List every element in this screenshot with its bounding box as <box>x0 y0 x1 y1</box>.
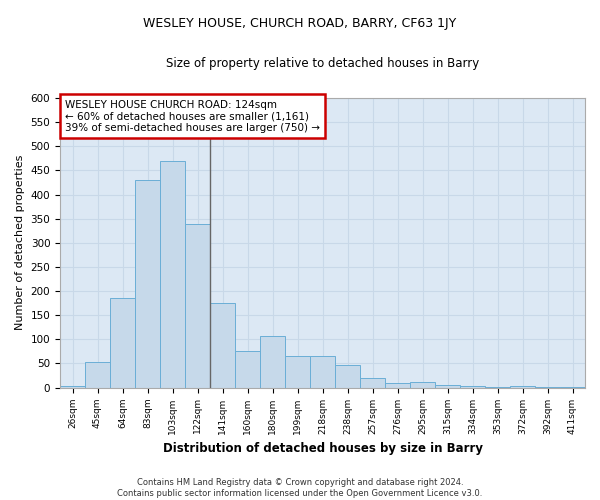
Bar <box>560 386 585 388</box>
Bar <box>335 365 360 388</box>
Bar <box>410 382 435 388</box>
Bar <box>60 386 85 388</box>
Bar <box>110 298 135 388</box>
Bar <box>535 386 560 388</box>
Bar <box>235 352 260 388</box>
Bar <box>285 356 310 388</box>
Bar <box>260 336 285 388</box>
Bar <box>135 180 160 388</box>
Bar <box>185 224 210 388</box>
Bar <box>360 378 385 388</box>
Bar <box>435 385 460 388</box>
Bar <box>385 382 410 388</box>
X-axis label: Distribution of detached houses by size in Barry: Distribution of detached houses by size … <box>163 442 482 455</box>
Text: Contains HM Land Registry data © Crown copyright and database right 2024.
Contai: Contains HM Land Registry data © Crown c… <box>118 478 482 498</box>
Bar <box>310 356 335 388</box>
Y-axis label: Number of detached properties: Number of detached properties <box>15 155 25 330</box>
Bar <box>160 161 185 388</box>
Bar <box>510 386 535 388</box>
Bar <box>485 386 510 388</box>
Bar <box>210 303 235 388</box>
Bar <box>460 386 485 388</box>
Text: WESLEY HOUSE CHURCH ROAD: 124sqm
← 60% of detached houses are smaller (1,161)
39: WESLEY HOUSE CHURCH ROAD: 124sqm ← 60% o… <box>65 100 320 132</box>
Title: Size of property relative to detached houses in Barry: Size of property relative to detached ho… <box>166 58 479 70</box>
Text: WESLEY HOUSE, CHURCH ROAD, BARRY, CF63 1JY: WESLEY HOUSE, CHURCH ROAD, BARRY, CF63 1… <box>143 18 457 30</box>
Bar <box>85 362 110 388</box>
